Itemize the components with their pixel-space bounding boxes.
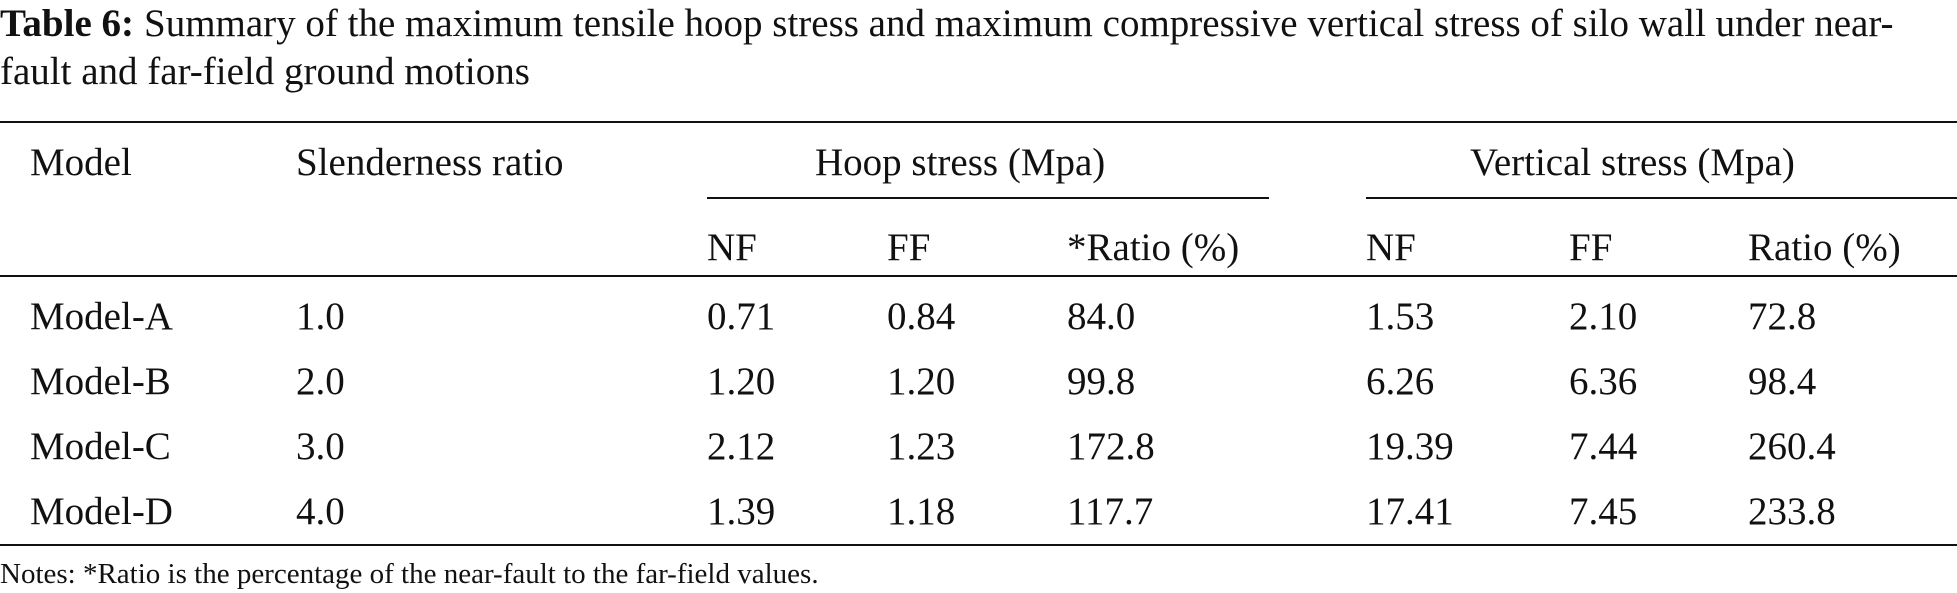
table-cell: 99.8: [1067, 360, 1136, 403]
table-cell: 98.4: [1748, 360, 1817, 403]
table-cell: 0.71: [707, 295, 776, 338]
table-cell: 17.41: [1366, 490, 1454, 533]
table-cell: 117.7: [1067, 490, 1154, 533]
table-cell: 1.23: [887, 425, 956, 468]
header-bottom-rule: [0, 275, 1957, 277]
header-hoop-stress: Hoop stress (Mpa): [815, 141, 1106, 184]
table-notes: Notes: *Ratio is the percentage of the n…: [0, 558, 819, 590]
table-cell: 2.10: [1569, 295, 1638, 338]
header-slenderness-ratio: Slenderness ratio: [296, 141, 564, 184]
table-cell: Model-B: [30, 360, 171, 403]
table-cell: 1.0: [296, 295, 345, 338]
table-cell: Model-C: [30, 425, 171, 468]
table-cell: 1.39: [707, 490, 776, 533]
table-cell: 2.12: [707, 425, 776, 468]
table-cell: 72.8: [1748, 295, 1817, 338]
header-hoop-ff: FF: [887, 226, 931, 269]
table-caption-label: Table 6:: [0, 2, 135, 45]
table-cell: 7.44: [1569, 425, 1638, 468]
table-cell: Model-D: [30, 490, 173, 533]
table-cell: 2.0: [296, 360, 345, 403]
table-cell: 6.36: [1569, 360, 1638, 403]
header-vertical-nf: NF: [1366, 226, 1416, 269]
table-cell: 172.8: [1067, 425, 1155, 468]
header-vertical-ratio: Ratio (%): [1748, 226, 1901, 269]
header-vertical-ff: FF: [1569, 226, 1613, 269]
table-cell: 19.39: [1366, 425, 1454, 468]
header-hoop-nf: NF: [707, 226, 757, 269]
table-top-rule: [0, 121, 1957, 123]
header-model: Model: [30, 141, 132, 184]
table-cell: 4.0: [296, 490, 345, 533]
table-cell: 3.0: [296, 425, 345, 468]
table-cell: 1.18: [887, 490, 956, 533]
table-cell: 1.53: [1366, 295, 1435, 338]
table-cell: 6.26: [1366, 360, 1435, 403]
table-cell: 1.20: [707, 360, 776, 403]
table-cell: 1.20: [887, 360, 956, 403]
header-vertical-stress: Vertical stress (Mpa): [1470, 141, 1795, 184]
vertical-group-rule: [1366, 197, 1957, 199]
table-cell: 84.0: [1067, 295, 1136, 338]
table-cell: 233.8: [1748, 490, 1836, 533]
header-hoop-ratio: *Ratio (%): [1067, 226, 1240, 269]
table-cell: 7.45: [1569, 490, 1638, 533]
hoop-group-rule: [707, 197, 1269, 199]
table-cell: 0.84: [887, 295, 956, 338]
table-cell: Model-A: [30, 295, 173, 338]
table-bottom-rule: [0, 544, 1957, 546]
table-caption-text: Summary of the maximum tensile hoop stre…: [0, 2, 1894, 93]
table-cell: 260.4: [1748, 425, 1836, 468]
table-caption: Table 6: Summary of the maximum tensile h…: [0, 0, 1950, 96]
